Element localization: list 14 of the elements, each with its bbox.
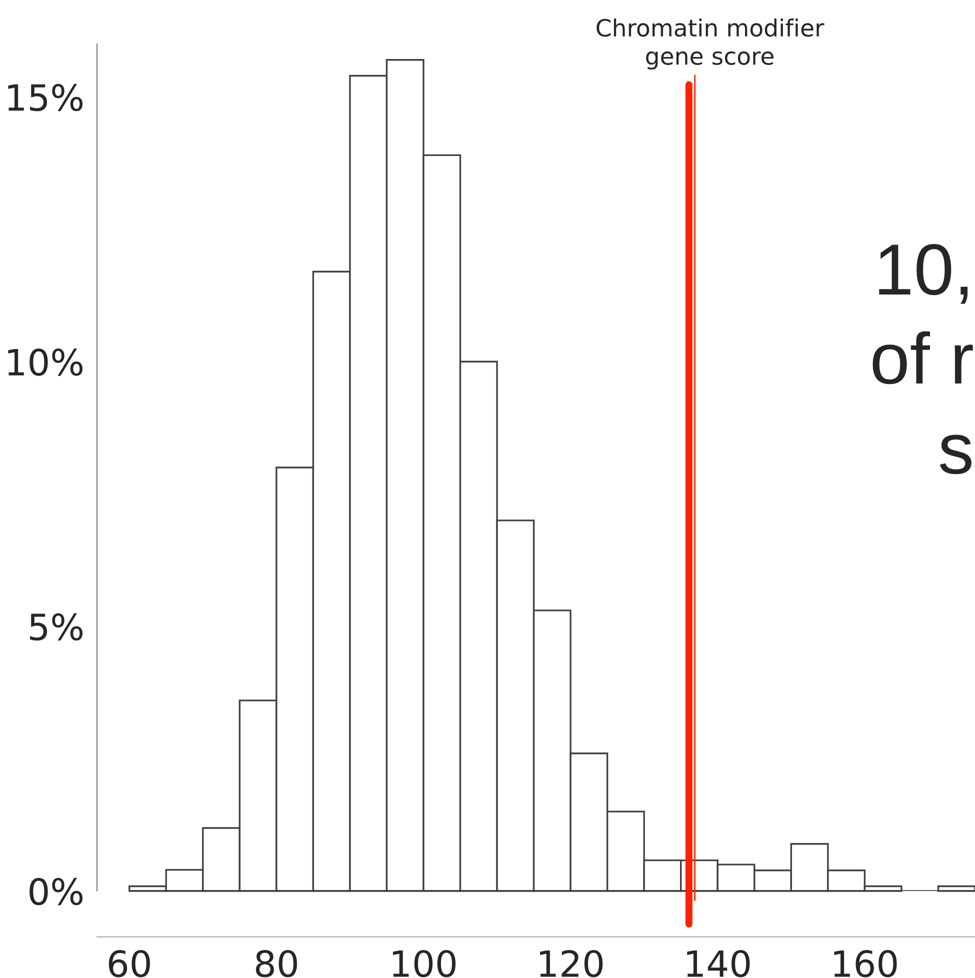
y-tick-label: 15% xyxy=(8,84,83,112)
annotation: s xyxy=(940,434,972,474)
y-tick-label: 5% xyxy=(30,613,83,641)
x-tick-label: 140 xyxy=(687,950,750,978)
y-tick-label: 0% xyxy=(30,878,83,906)
x-tick-label: 120 xyxy=(540,950,603,978)
x-tick-label: 100 xyxy=(392,950,456,978)
x-tick-label: 60 xyxy=(108,950,150,978)
x-tick-label: 160 xyxy=(834,950,897,978)
x-tick-label: 80 xyxy=(256,950,297,978)
annotation: of r xyxy=(872,331,973,384)
y-tick-label: 10% xyxy=(8,348,83,376)
ref-line-label: Chromatin modifier gene score xyxy=(596,18,824,70)
annotation: 10, xyxy=(879,244,968,304)
